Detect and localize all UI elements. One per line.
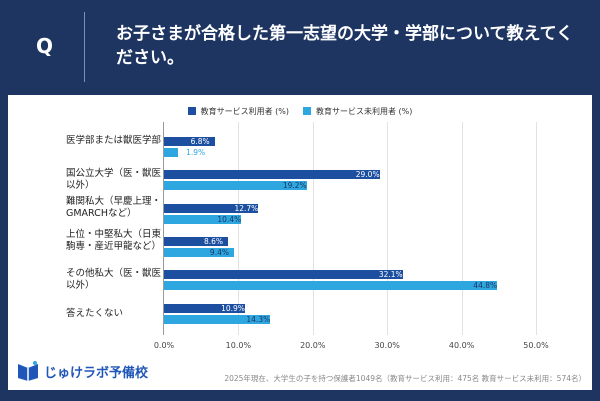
bar [164,237,228,246]
book-logo-icon [18,361,38,381]
bar [164,148,179,157]
value-label: 6.8% [190,137,210,146]
gridline [387,122,389,335]
footnote: 2025年現在、大学生の子を持つ保護者1049名（教育サービス利用：475名 教… [224,374,586,383]
bar [164,304,246,313]
value-label: 12.7% [234,204,259,213]
bar [164,137,215,146]
category-label: 難関私大（早慶上理・GMARCHなど） [66,196,162,219]
bar [164,170,380,179]
category-label: 上位・中堅私大（日東駒専・産近甲龍など） [66,229,162,252]
bar [164,204,259,213]
value-label: 19.2% [282,181,307,190]
x-tick-label: 30.0% [374,341,400,350]
legend-label: 教育サービス利用者 (%) [200,107,289,116]
x-tick-label: 40.0% [448,341,475,350]
x-tick-label: 50.0% [523,341,549,350]
gridline [536,122,537,335]
x-tick-label: 10.0% [225,341,252,350]
bar [164,270,403,279]
value-label: 1.9% [186,148,206,157]
value-label: 29.0% [355,170,380,179]
legend: 教育サービス利用者 (%) 教育サービス未利用者 (%) [0,106,600,117]
bar [164,315,271,324]
value-label: 8.6% [203,237,224,246]
category-label: 国公立大学（医・獣医以外） [66,168,162,191]
gridline [312,122,314,335]
category-label: その他私大（医・獣医以外） [66,268,162,291]
value-label: 32.1% [378,270,403,279]
legend-item-nonusers: 教育サービス未利用者 (%) [303,106,412,117]
legend-swatch [187,107,196,115]
category-label: 医学部または獣医学部 [66,135,162,146]
bar [164,181,307,190]
question-label: Q [36,34,54,58]
logo-text: じゅけラボ予備校 [44,365,149,381]
value-label: 10.4% [217,215,242,224]
gridline [461,122,463,335]
value-label: 14.3% [246,315,271,324]
logo: じゅけラボ予備校 [16,360,148,382]
bar [164,281,498,290]
value-label: 44.8% [473,281,498,290]
value-label: 10.9% [221,304,245,313]
gridline [238,122,240,335]
x-tick-label: 20.0% [300,341,326,350]
divider [84,12,85,82]
legend-item-users: 教育サービス利用者 (%) [187,106,289,117]
bar [164,215,242,224]
page-title: お子さまが合格した第一志望の大学・学部について教えてください。 [116,24,574,68]
category-label: 答えたくない [66,308,124,319]
bar [164,248,234,257]
legend-label: 教育サービス未利用者 (%) [316,107,413,116]
legend-swatch [303,107,311,115]
chart-card [8,95,592,390]
value-label: 9.4% [209,248,229,257]
x-tick-label: 0.0% [153,341,175,350]
y-axis [163,122,164,335]
